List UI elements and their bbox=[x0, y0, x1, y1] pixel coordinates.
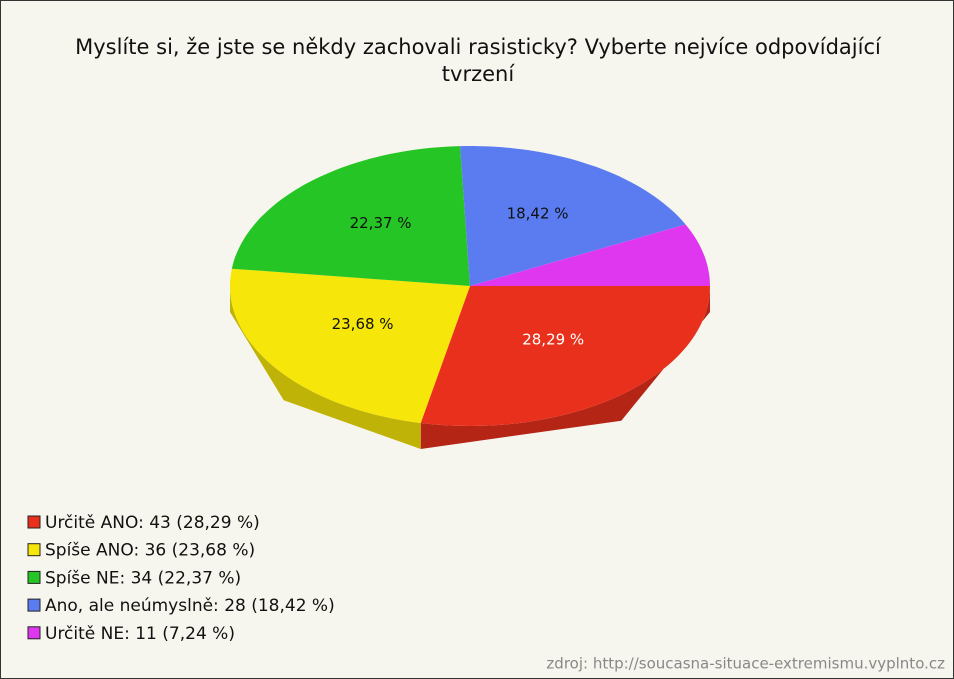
data-label: 22,37 % bbox=[350, 214, 412, 232]
legend-swatch bbox=[27, 543, 41, 557]
pie-side bbox=[230, 286, 421, 449]
pie-side bbox=[420, 286, 710, 449]
data-label: 28,29 % bbox=[522, 330, 584, 348]
source: zdroj: http://soucasna-situace-extremism… bbox=[546, 655, 945, 673]
pie-slice bbox=[420, 286, 710, 426]
data-label: 18,42 % bbox=[507, 204, 569, 222]
data-label: 23,68 % bbox=[332, 315, 394, 333]
pie-slice bbox=[470, 224, 710, 286]
legend-swatch bbox=[27, 626, 41, 640]
chart-title: Myslíte si, že jste se někdy zachovali r… bbox=[75, 35, 881, 86]
pie-slice bbox=[230, 268, 470, 423]
legend-label: Určitě ANO: 43 (28,29 %) bbox=[45, 513, 260, 533]
pie-slice bbox=[231, 146, 470, 286]
legend-label: Spíše NE: 34 (22,37 %) bbox=[45, 568, 241, 588]
legend-swatch bbox=[27, 515, 41, 529]
legend-label: Ano, ale neúmyslně: 28 (18,42 %) bbox=[45, 596, 335, 616]
legend-swatch bbox=[27, 598, 41, 612]
legend-label: Určitě NE: 11 (7,24 %) bbox=[45, 624, 235, 644]
legend-swatch bbox=[27, 570, 41, 584]
pie-slice bbox=[460, 146, 686, 286]
legend-label: Spíše ANO: 36 (23,68 %) bbox=[45, 541, 255, 561]
